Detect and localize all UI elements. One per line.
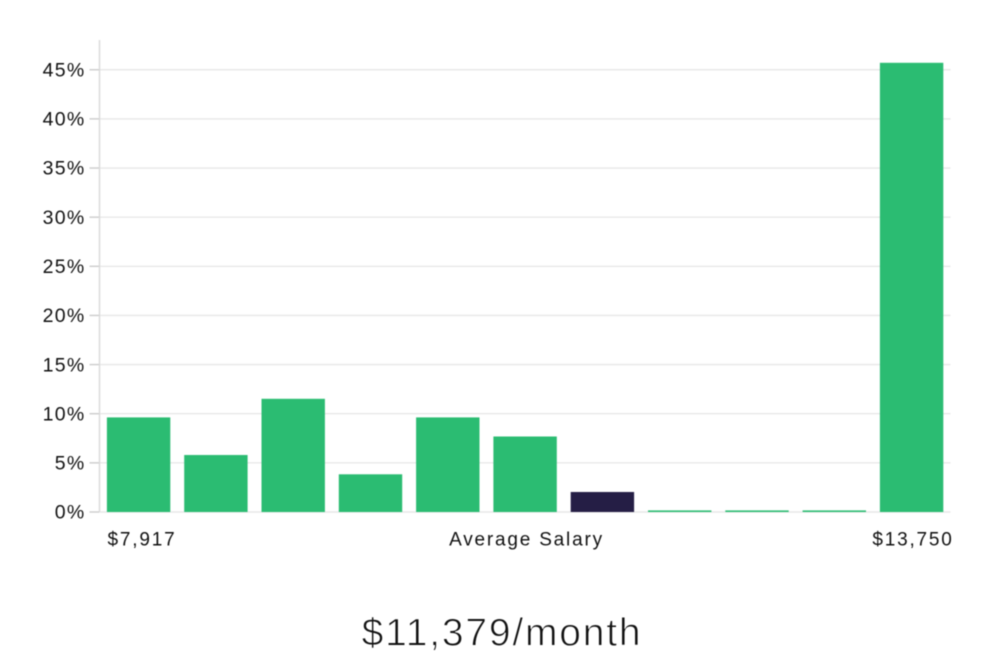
svg-text:Average Salary: Average Salary bbox=[449, 530, 604, 551]
svg-text:$11,379/month: $11,379/month bbox=[362, 612, 643, 655]
svg-text:40%: 40% bbox=[43, 109, 86, 131]
svg-text:20%: 20% bbox=[43, 305, 86, 327]
svg-text:25%: 25% bbox=[43, 256, 86, 278]
svg-text:$7,917: $7,917 bbox=[108, 530, 177, 551]
svg-text:35%: 35% bbox=[43, 158, 86, 180]
svg-text:0%: 0% bbox=[55, 502, 86, 524]
svg-text:45%: 45% bbox=[43, 59, 86, 81]
svg-text:15%: 15% bbox=[43, 354, 86, 376]
svg-text:5%: 5% bbox=[55, 453, 86, 475]
svg-text:10%: 10% bbox=[43, 403, 86, 425]
svg-text:30%: 30% bbox=[43, 207, 86, 229]
svg-text:$13,750: $13,750 bbox=[872, 530, 953, 551]
